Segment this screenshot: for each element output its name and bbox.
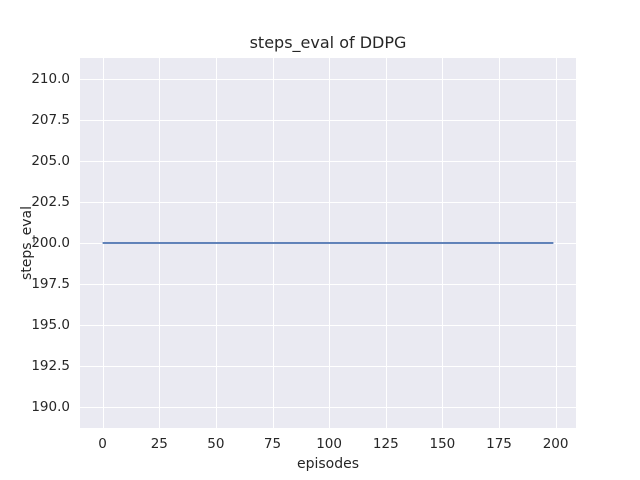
x-tick-label: 125 bbox=[372, 436, 399, 452]
plot-area bbox=[80, 58, 576, 428]
y-tick-label: 197.5 bbox=[31, 276, 70, 293]
y-tick-label: 210.0 bbox=[31, 70, 70, 87]
y-gridline bbox=[80, 284, 576, 286]
y-gridline bbox=[80, 160, 576, 162]
y-tick-label: 202.5 bbox=[31, 193, 70, 210]
y-tick-label: 205.0 bbox=[31, 152, 70, 169]
x-tick-label: 150 bbox=[429, 436, 456, 452]
y-gridline bbox=[80, 366, 576, 368]
y-tick-label: 207.5 bbox=[31, 111, 70, 128]
x-tick-label: 200 bbox=[542, 436, 569, 452]
x-tick-label: 0 bbox=[98, 436, 107, 452]
x-tick-label: 75 bbox=[263, 436, 282, 452]
x-tick-label: 25 bbox=[150, 436, 168, 452]
y-tick-label: 192.5 bbox=[31, 358, 70, 375]
x-tick-label: 100 bbox=[316, 436, 342, 452]
y-tick-label: 195.0 bbox=[31, 317, 70, 334]
x-axis-label: episodes bbox=[296, 456, 360, 472]
series-svg bbox=[102, 242, 554, 244]
y-tick-label: 190.0 bbox=[31, 399, 70, 416]
x-tick-label: 175 bbox=[486, 436, 512, 452]
y-gridline bbox=[80, 201, 576, 203]
y-gridline bbox=[80, 407, 576, 409]
chart-title: steps_eval of DDPG bbox=[249, 33, 407, 52]
y-gridline bbox=[80, 119, 576, 121]
y-gridline bbox=[80, 325, 576, 327]
y-gridline bbox=[80, 78, 576, 80]
y-tick-label: 200.0 bbox=[31, 235, 70, 251]
x-tick-label: 50 bbox=[207, 436, 225, 452]
